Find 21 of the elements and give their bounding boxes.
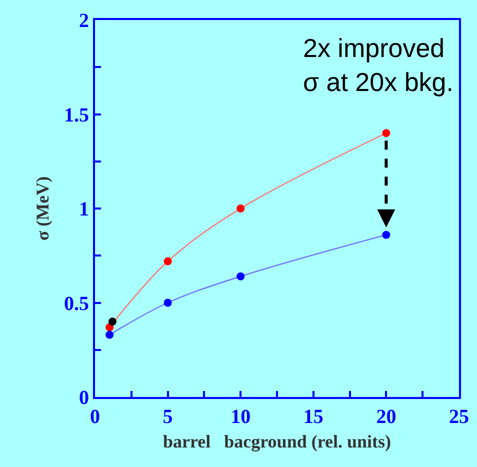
y-axis-title: σ (MeV) bbox=[32, 176, 53, 241]
point bbox=[236, 204, 245, 212]
x-tick-label: 5 bbox=[162, 406, 173, 428]
point bbox=[382, 129, 390, 138]
x-tick-label: 10 bbox=[230, 406, 251, 428]
x-tick-label: 15 bbox=[303, 406, 324, 428]
x-axis-title: barrel bacground (rel. units) bbox=[162, 432, 392, 452]
y-tick-label: 0.5 bbox=[64, 292, 89, 315]
y-tick-label: 1.5 bbox=[64, 104, 89, 126]
point bbox=[164, 298, 172, 307]
y-tick-label: 0 bbox=[79, 387, 89, 409]
point bbox=[236, 272, 245, 280]
point bbox=[106, 330, 114, 339]
point bbox=[382, 230, 390, 239]
y-tick-label: 2 bbox=[79, 10, 89, 32]
annotation: 2x improved σ at 20x bkg. bbox=[303, 33, 454, 97]
x-tick-label: 25 bbox=[449, 406, 469, 428]
y-tick-label: 1 bbox=[79, 198, 89, 220]
point bbox=[108, 318, 116, 326]
x-tick-label: 20 bbox=[376, 406, 396, 428]
point bbox=[164, 257, 172, 266]
